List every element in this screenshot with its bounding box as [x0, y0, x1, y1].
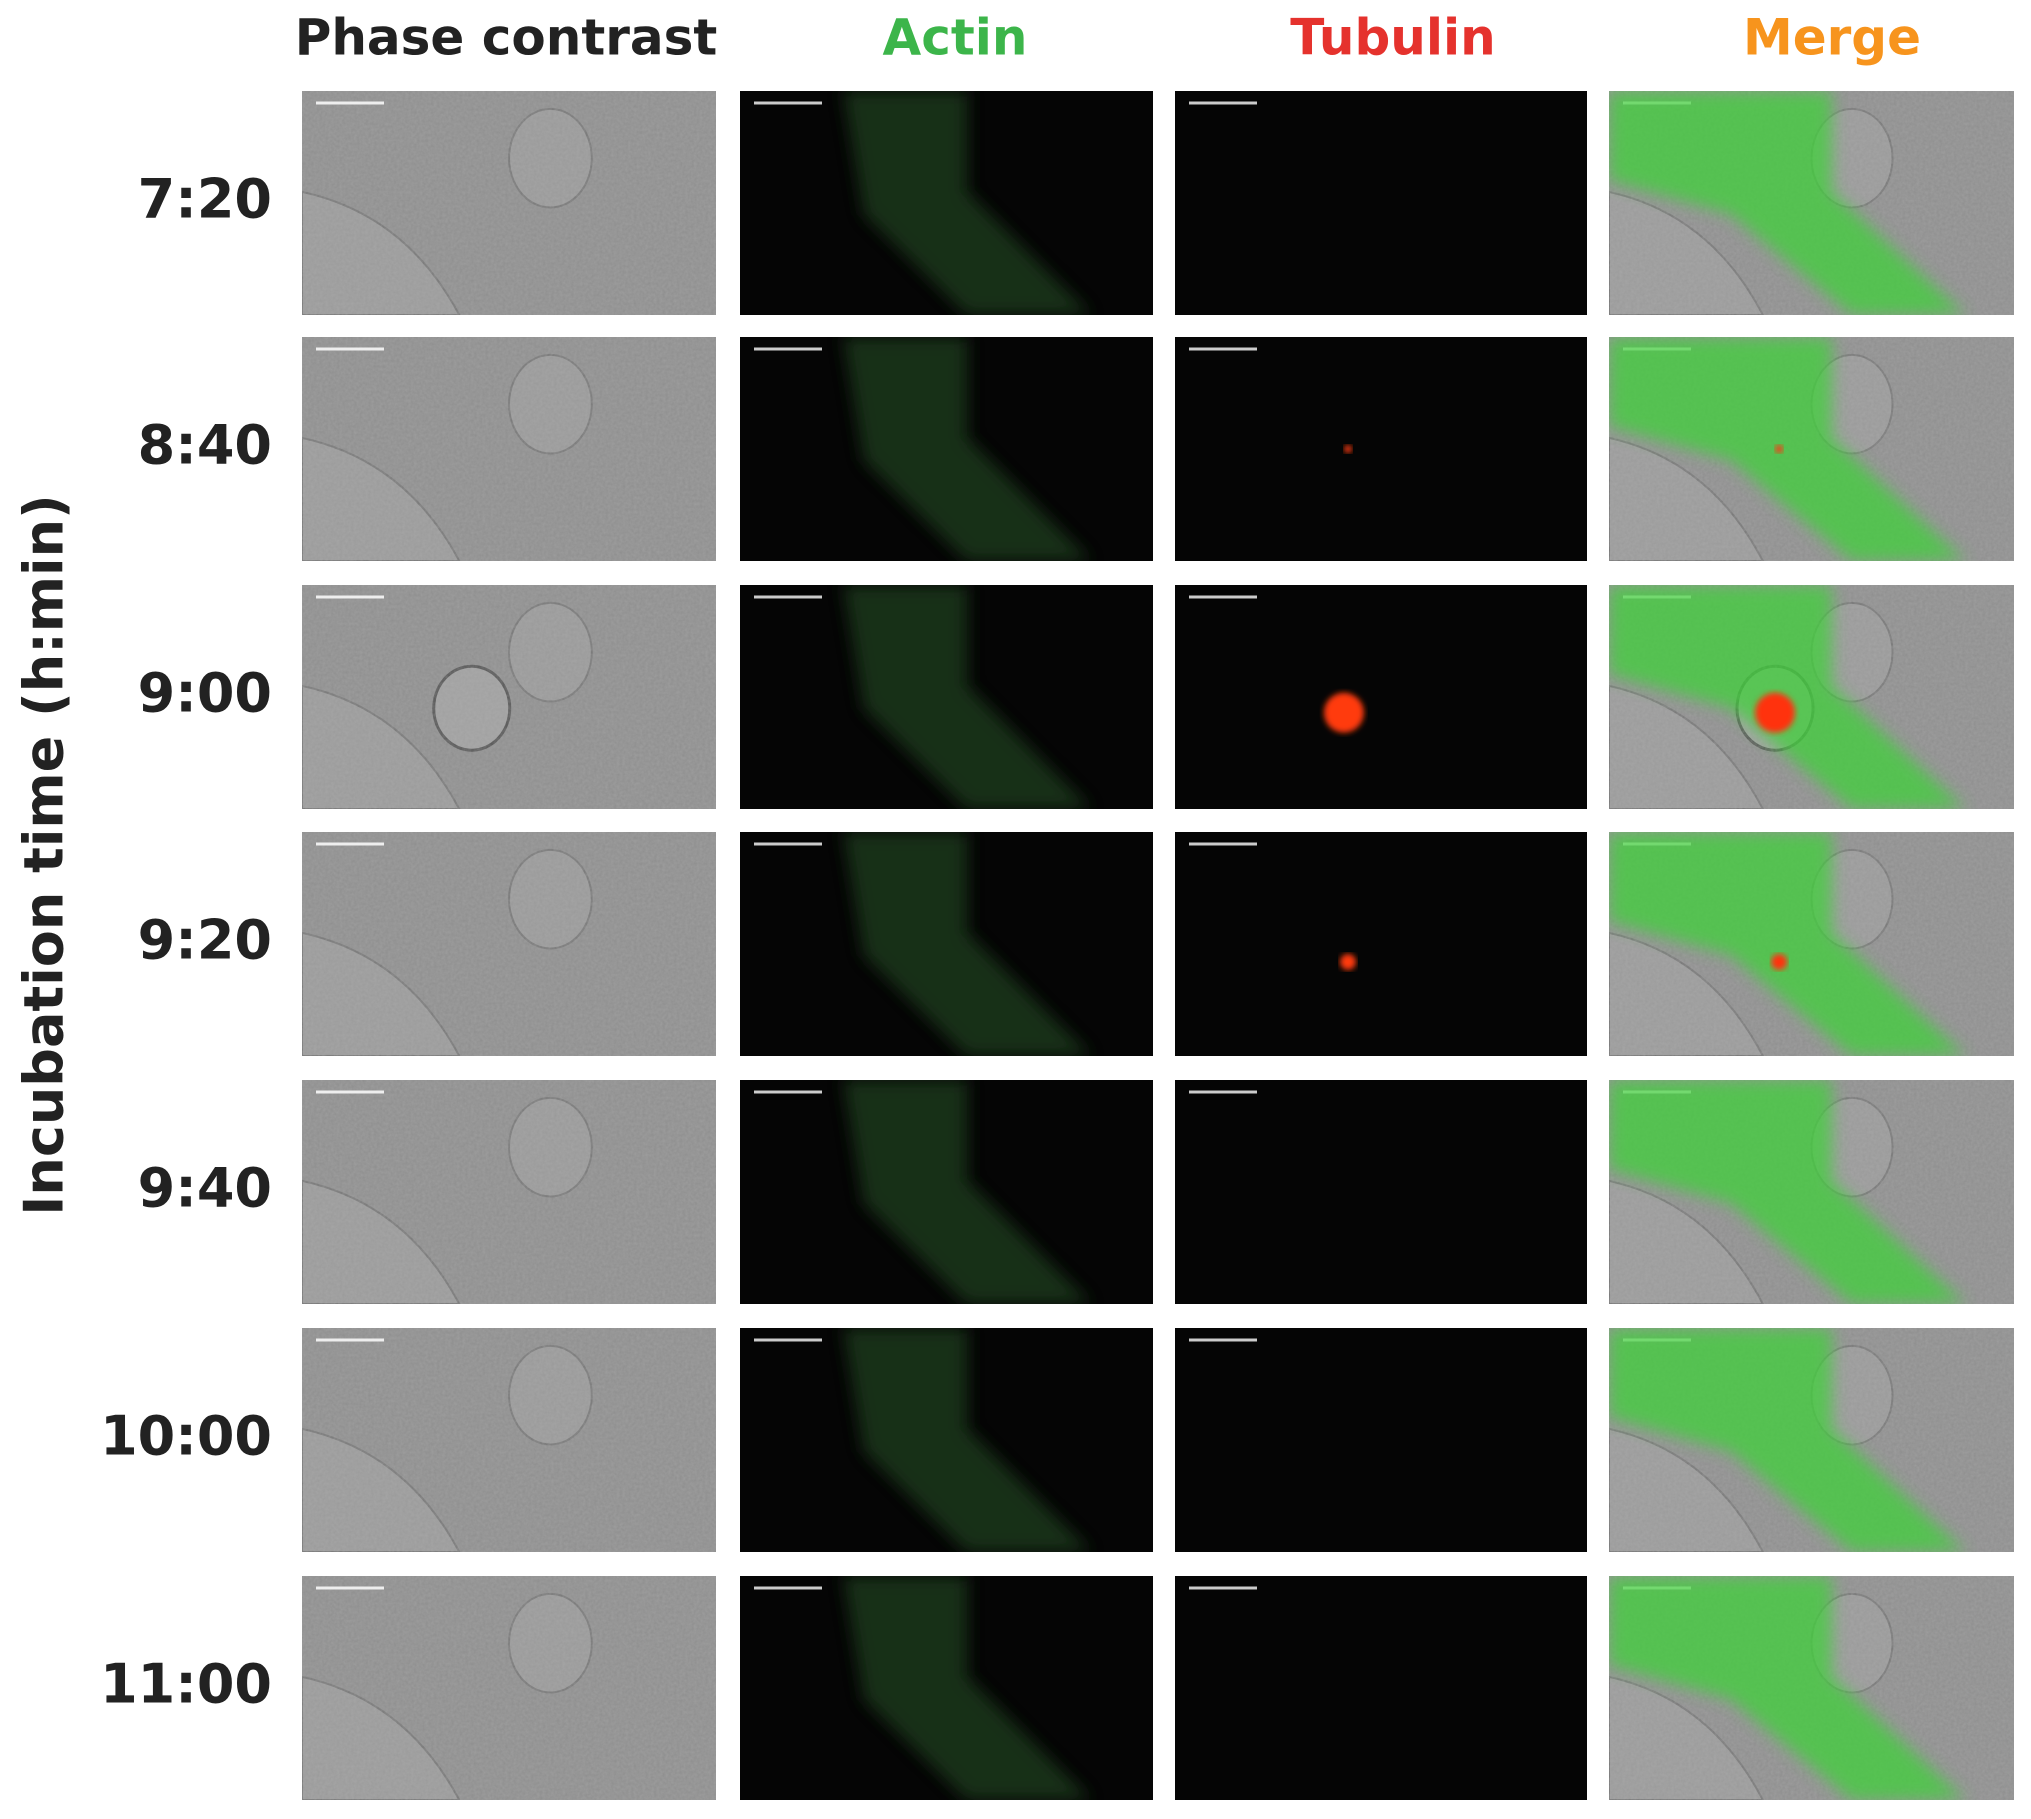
- tubulin-overlay: [1775, 445, 1784, 453]
- tubulin-signal: [1323, 692, 1364, 733]
- tubulin-overlay: [1771, 953, 1788, 970]
- texture: [302, 337, 716, 561]
- image-panel: [1609, 832, 2014, 1056]
- image-panel: [1609, 91, 2014, 315]
- row-label: 11:00: [100, 1653, 272, 1716]
- image-panel: [740, 1576, 1153, 1800]
- column-header: Actin: [883, 9, 1028, 67]
- texture: [302, 832, 716, 1056]
- tubulin-image: [1175, 832, 1587, 1056]
- image-panel: [302, 1080, 716, 1304]
- image-panel: [1175, 832, 1587, 1056]
- tubulin-image: [1175, 585, 1587, 809]
- image-panel: [302, 337, 716, 561]
- tubulin-image: [1175, 1080, 1587, 1304]
- image-panel: [1609, 1080, 2014, 1304]
- texture: [302, 1576, 716, 1800]
- actin-signal: [843, 832, 1092, 1056]
- actin-signal: [843, 1080, 1092, 1304]
- tubulin-image: [1175, 1576, 1587, 1800]
- image-panel: [740, 91, 1153, 315]
- image-panel: [1609, 585, 2014, 809]
- actin-signal: [843, 337, 1092, 561]
- column-header: Merge: [1743, 9, 1921, 67]
- image-panel: [1175, 585, 1587, 809]
- image-panel: [302, 1576, 716, 1800]
- texture: [302, 91, 716, 315]
- image-panel: [1175, 91, 1587, 315]
- row-label: 8:40: [138, 414, 272, 477]
- texture: [302, 1328, 716, 1552]
- tubulin-image: [1175, 1328, 1587, 1552]
- axis-label: Incubation time (h:min): [13, 494, 76, 1215]
- image-panel: [1175, 1576, 1587, 1800]
- actin-overlay: [1609, 1576, 1966, 1800]
- actin-signal: [843, 91, 1092, 315]
- image-panel: [1175, 1328, 1587, 1552]
- row-label: 10:00: [100, 1405, 272, 1468]
- tubulin-overlay: [1755, 692, 1796, 733]
- image-panel: [1175, 1080, 1587, 1304]
- image-panel: [740, 1080, 1153, 1304]
- actin-overlay: [1609, 91, 1966, 315]
- texture: [302, 585, 716, 809]
- image-panel: [1609, 337, 2014, 561]
- image-panel: [740, 1328, 1153, 1552]
- tubulin-signal: [1340, 953, 1357, 970]
- actin-signal: [843, 1576, 1092, 1800]
- row-label: 7:20: [138, 168, 272, 231]
- tubulin-image: [1175, 337, 1587, 561]
- image-panel: [740, 585, 1153, 809]
- actin-overlay: [1609, 337, 1966, 561]
- column-header: Tubulin: [1290, 9, 1495, 67]
- image-panel: [302, 91, 716, 315]
- row-label: 9:40: [138, 1157, 272, 1220]
- image-panel: [302, 1328, 716, 1552]
- row-label: 9:20: [138, 909, 272, 972]
- image-panel: [1609, 1576, 2014, 1800]
- actin-signal: [843, 585, 1092, 809]
- actin-signal: [843, 1328, 1092, 1552]
- texture: [302, 1080, 716, 1304]
- tubulin-image: [1175, 91, 1587, 315]
- image-panel: [740, 337, 1153, 561]
- image-panel: [302, 585, 716, 809]
- actin-overlay: [1609, 1080, 1966, 1304]
- column-header: Phase contrast: [295, 9, 718, 67]
- image-panel: [740, 832, 1153, 1056]
- image-panel: [1609, 1328, 2014, 1552]
- actin-overlay: [1609, 1328, 1966, 1552]
- row-label: 9:00: [138, 662, 272, 725]
- image-panel: [1175, 337, 1587, 561]
- actin-overlay: [1609, 832, 1966, 1056]
- tubulin-signal: [1344, 445, 1353, 453]
- image-panel: [302, 832, 716, 1056]
